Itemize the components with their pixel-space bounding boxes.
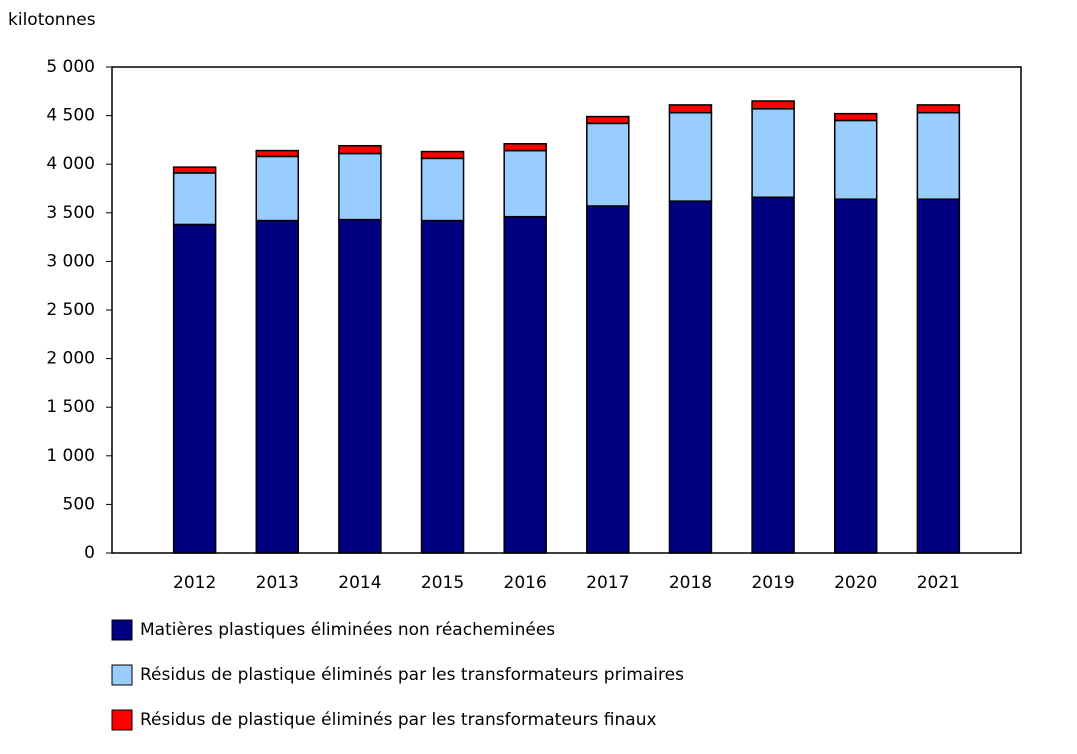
bar-segment	[338, 218, 382, 554]
bar-segment	[172, 223, 217, 554]
y-tick-label: 2 500	[46, 300, 95, 320]
plot-frame	[111, 66, 1022, 554]
bar-segment	[668, 104, 713, 114]
bar-segment	[586, 205, 630, 554]
bar-segment	[751, 100, 795, 110]
bar-segment	[503, 149, 547, 218]
y-tick-label: 3 500	[46, 203, 95, 223]
bar-segment	[255, 149, 300, 158]
y-tick-label: 500	[63, 494, 95, 514]
x-tick-label: 2015	[421, 573, 464, 593]
bar-segment	[833, 112, 878, 122]
bar-segment	[255, 219, 300, 554]
bar-segment	[338, 144, 382, 155]
y-tick-label: 5 000	[46, 57, 95, 77]
y-tick-label: 4 000	[46, 154, 95, 174]
bar-segment	[255, 155, 300, 222]
x-tick-label: 2020	[834, 573, 877, 593]
bar-segment	[751, 108, 795, 198]
bar-segment	[420, 150, 465, 160]
bar-segment	[833, 119, 878, 200]
y-tick-label: 1 500	[46, 397, 95, 417]
bar-segment	[420, 219, 465, 554]
y-tick-label: 1 000	[46, 446, 95, 466]
bar-segment	[916, 198, 961, 554]
x-tick-label: 2016	[504, 573, 547, 593]
bar-segment	[172, 172, 217, 226]
bar-segment	[668, 111, 713, 202]
bar-segment	[338, 152, 382, 221]
bar-segment	[586, 115, 630, 125]
x-tick-label: 2013	[256, 573, 299, 593]
legend-swatch	[111, 664, 133, 686]
legend-swatch	[111, 619, 133, 641]
bar-segment	[172, 166, 217, 174]
bar-segment	[668, 200, 713, 554]
x-tick-label: 2021	[917, 573, 960, 593]
x-tick-label: 2012	[173, 573, 216, 593]
y-axis-label: kilotonnes	[8, 10, 96, 30]
bar-segment	[586, 122, 630, 207]
bar-segment	[503, 215, 547, 554]
legend-label: Résidus de plastique éliminés par les tr…	[140, 710, 657, 730]
bar-segment	[916, 111, 961, 200]
bar-segment	[751, 196, 795, 554]
bar-segment	[833, 198, 878, 554]
bar-segment	[916, 104, 961, 114]
x-tick-label: 2017	[586, 573, 629, 593]
legend-label: Résidus de plastique éliminés par les tr…	[140, 665, 684, 685]
x-tick-label: 2018	[669, 573, 712, 593]
bar-segment	[503, 143, 547, 152]
x-tick-label: 2014	[338, 573, 381, 593]
y-tick-label: 4 500	[46, 106, 95, 126]
y-tick-label: 3 000	[46, 251, 95, 271]
bar-segment	[420, 157, 465, 222]
y-tick-label: 2 000	[46, 349, 95, 369]
legend-swatch	[111, 709, 133, 731]
y-tick-label: 0	[84, 543, 95, 563]
x-tick-label: 2019	[751, 573, 794, 593]
legend-label: Matières plastiques éliminées non réache…	[140, 620, 555, 640]
